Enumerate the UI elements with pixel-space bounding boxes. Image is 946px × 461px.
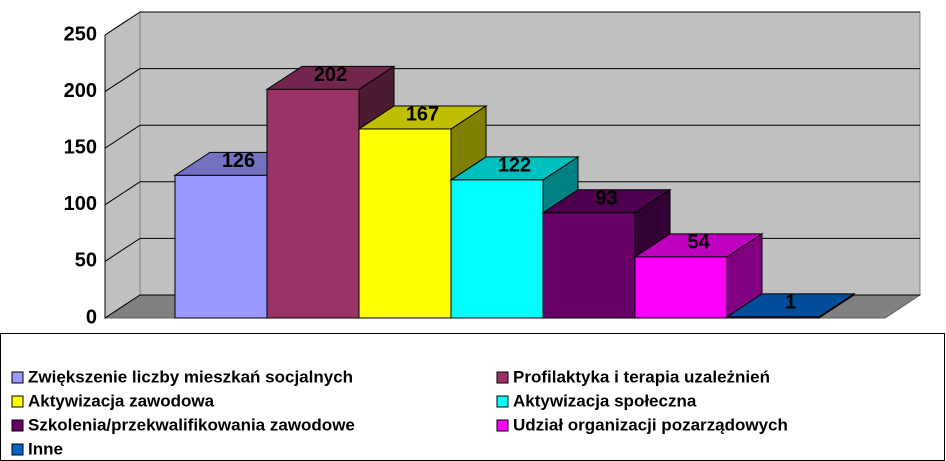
bar — [174, 174, 268, 319]
side-wall — [104, 11, 141, 319]
bar — [266, 88, 360, 319]
data-label: 93 — [595, 188, 617, 210]
legend-swatch — [496, 395, 509, 408]
legend-swatch — [11, 443, 24, 456]
grid-line — [104, 294, 141, 319]
legend-label: Inne — [28, 439, 63, 458]
data-label: 54 — [687, 232, 710, 254]
grid-line — [104, 237, 141, 262]
legend-swatch — [11, 395, 24, 408]
legend-swatch — [496, 371, 509, 384]
data-label: 167 — [406, 104, 439, 126]
y-tick-label: 100 — [64, 193, 97, 215]
y-tick-label: 0 — [86, 306, 97, 328]
legend-label: Aktywizacja społeczna — [513, 391, 697, 410]
bar — [542, 212, 636, 319]
bar — [450, 179, 544, 319]
data-label: 1 — [785, 292, 796, 314]
grid-line — [104, 124, 141, 149]
y-tick-label: 50 — [75, 250, 97, 272]
grid-line — [104, 68, 141, 93]
legend-swatch — [496, 419, 509, 432]
data-label: 202 — [314, 64, 347, 86]
legend-box — [0, 333, 945, 461]
y-tick-label: 150 — [64, 136, 97, 158]
legend-label: Zwiększenie liczby mieszkań socjalnych — [28, 367, 353, 386]
bar — [358, 128, 452, 319]
grid-line — [104, 181, 141, 206]
y-tick-label: 200 — [64, 80, 97, 102]
legend-swatch — [11, 419, 24, 432]
legend-label: Profilaktyka i terapia uzależnień — [513, 367, 770, 386]
data-label: 126 — [222, 150, 255, 172]
bar — [726, 316, 820, 319]
data-label: 122 — [498, 155, 531, 177]
legend-label: Szkolenia/przekwalifikowania zawodowe — [28, 415, 355, 434]
bar — [634, 256, 728, 319]
grid-line — [104, 11, 141, 36]
legend-label: Udział organizacji pozarządowych — [513, 415, 788, 434]
legend-label: Aktywizacja zawodowa — [28, 391, 215, 410]
legend-swatch — [11, 371, 24, 384]
y-tick-label: 250 — [64, 23, 97, 45]
